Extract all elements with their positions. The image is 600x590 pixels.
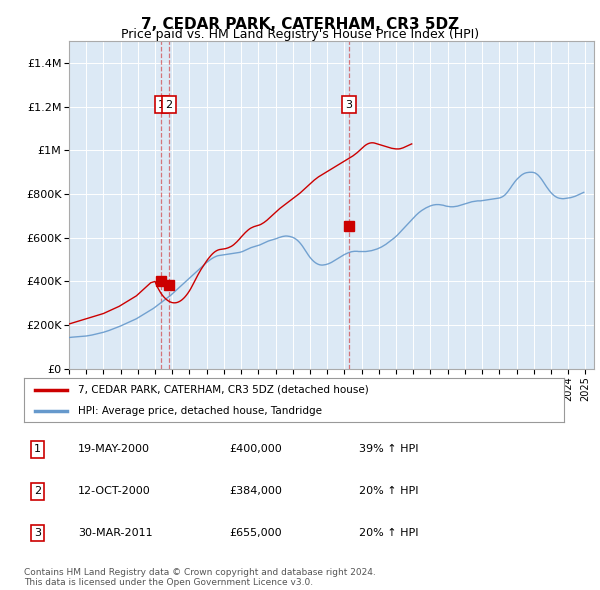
Text: 2: 2 bbox=[34, 486, 41, 496]
Text: Contains HM Land Registry data © Crown copyright and database right 2024.: Contains HM Land Registry data © Crown c… bbox=[24, 568, 376, 576]
Text: This data is licensed under the Open Government Licence v3.0.: This data is licensed under the Open Gov… bbox=[24, 578, 313, 587]
Text: 12-OCT-2000: 12-OCT-2000 bbox=[78, 486, 151, 496]
Text: 1: 1 bbox=[158, 100, 165, 110]
Text: 1: 1 bbox=[34, 444, 41, 454]
Text: 30-MAR-2011: 30-MAR-2011 bbox=[78, 528, 152, 538]
Text: £384,000: £384,000 bbox=[229, 486, 282, 496]
Text: 7, CEDAR PARK, CATERHAM, CR3 5DZ (detached house): 7, CEDAR PARK, CATERHAM, CR3 5DZ (detach… bbox=[78, 385, 369, 395]
Text: 3: 3 bbox=[34, 528, 41, 538]
Text: 7, CEDAR PARK, CATERHAM, CR3 5DZ: 7, CEDAR PARK, CATERHAM, CR3 5DZ bbox=[141, 17, 459, 31]
Text: 20% ↑ HPI: 20% ↑ HPI bbox=[359, 528, 418, 538]
Text: Price paid vs. HM Land Registry's House Price Index (HPI): Price paid vs. HM Land Registry's House … bbox=[121, 28, 479, 41]
Text: 20% ↑ HPI: 20% ↑ HPI bbox=[359, 486, 418, 496]
Text: 3: 3 bbox=[345, 100, 352, 110]
Text: 39% ↑ HPI: 39% ↑ HPI bbox=[359, 444, 418, 454]
Text: 2: 2 bbox=[165, 100, 172, 110]
Text: HPI: Average price, detached house, Tandridge: HPI: Average price, detached house, Tand… bbox=[78, 406, 322, 416]
Text: £655,000: £655,000 bbox=[229, 528, 282, 538]
Text: 19-MAY-2000: 19-MAY-2000 bbox=[78, 444, 150, 454]
Text: £400,000: £400,000 bbox=[229, 444, 282, 454]
